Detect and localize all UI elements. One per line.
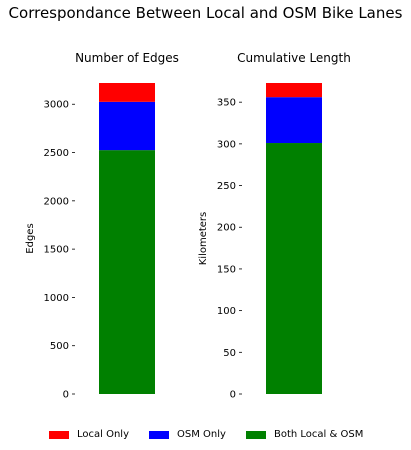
bar-segment-both-local-osm <box>99 150 155 394</box>
bar-segment-osm-only <box>266 97 322 144</box>
legend-label-osm-only: OSM Only <box>177 429 226 440</box>
y-tick-label: 0 <box>63 390 69 401</box>
y-axis-label: Edges <box>25 223 36 253</box>
y-tick-label: 350 <box>217 98 236 109</box>
y-tick-label: 2500 <box>44 148 69 159</box>
y-tick-label: 100 <box>217 306 236 317</box>
bar-segment-osm-only <box>99 101 155 151</box>
y-tick-label: 0 <box>230 390 236 401</box>
bar-segment-local-only <box>266 83 322 98</box>
bar-segment-local-only <box>99 83 155 102</box>
legend-swatch-osm-only <box>149 431 169 439</box>
y-tick-label: 2000 <box>44 196 69 207</box>
subplot-title: Cumulative Length <box>237 51 351 65</box>
y-tick-label: 250 <box>217 181 236 192</box>
y-tick-label: 3000 <box>44 100 69 111</box>
y-tick-label: 1000 <box>44 293 69 304</box>
legend-label-both: Both Local & OSM <box>274 429 364 440</box>
y-tick-label: 50 <box>223 348 236 359</box>
figure-title: Correspondance Between Local and OSM Bik… <box>8 4 403 22</box>
y-tick-label: 200 <box>217 223 236 234</box>
chart-legend: Local Only OSM Only Both Local & OSM <box>0 429 411 443</box>
edges-chart: Number of Edges Edges 0 500 1000 1500 2000 2500… <box>25 51 179 401</box>
legend-swatch-both <box>246 431 266 439</box>
y-axis-label: Kilometers <box>198 212 209 266</box>
legend-label-local-only: Local Only <box>77 429 130 440</box>
legend-swatch-local-only <box>49 431 69 439</box>
y-tick-label: 1500 <box>44 245 69 256</box>
y-tick-label: 500 <box>50 341 69 352</box>
bar-segment-both-local-osm <box>266 143 322 394</box>
y-tick-label: 150 <box>217 264 236 275</box>
subplot-title: Number of Edges <box>75 51 179 65</box>
length-chart: Cumulative Length Kilometers 0 50 100 150 200 2… <box>198 51 351 401</box>
y-tick-label: 300 <box>217 139 236 150</box>
